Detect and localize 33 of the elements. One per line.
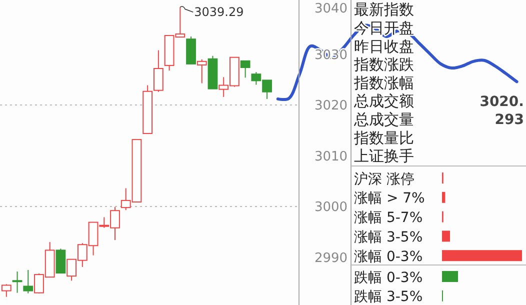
y-tick-label: 跌幅 3-5% — [354, 289, 423, 305]
candlestick — [56, 248, 66, 274]
category-label: 指数量比 — [353, 128, 414, 147]
y-tick-label: 3010 — [314, 149, 348, 164]
category-label: 上证换手 — [354, 147, 414, 166]
y-tick-label: 涨幅 > 7% — [354, 190, 425, 207]
y-tick-label: 涨幅 0-3% — [354, 248, 423, 265]
y-tick-label: 涨幅 3-5% — [354, 230, 423, 246]
text: 293 — [494, 112, 524, 128]
bar — [442, 250, 522, 262]
candlestick — [196, 58, 207, 84]
y-tick-label: 3000 — [314, 200, 348, 216]
category-label: 最新指数 — [354, 0, 414, 19]
bar — [442, 230, 450, 242]
candlestick — [240, 60, 250, 78]
category-label: 总成交额 — [353, 92, 414, 110]
candlestick — [12, 271, 22, 294]
y-tick-label: 沪深 涨停 — [354, 171, 414, 188]
bar — [442, 192, 446, 203]
annotation: 3039.29 — [194, 5, 244, 20]
bar — [442, 271, 458, 282]
category-label: 指数涨跌 — [353, 56, 414, 74]
category-label: 昨日收盘 — [354, 37, 414, 56]
y-tick-label: 涨幅 5-7% — [354, 210, 423, 226]
y-tick-label: 3020 — [314, 98, 348, 114]
text: 3020. — [480, 94, 524, 110]
y-tick-label: 2990 — [314, 250, 348, 266]
category-label: 总成交量 — [353, 110, 414, 128]
y-tick-label: 跌幅 0-3% — [354, 270, 423, 286]
candlestick — [153, 50, 164, 92]
y-tick-label: 3040 — [314, 2, 348, 17]
category-label: 指数涨幅 — [353, 74, 414, 92]
candlestick — [23, 269, 34, 294]
